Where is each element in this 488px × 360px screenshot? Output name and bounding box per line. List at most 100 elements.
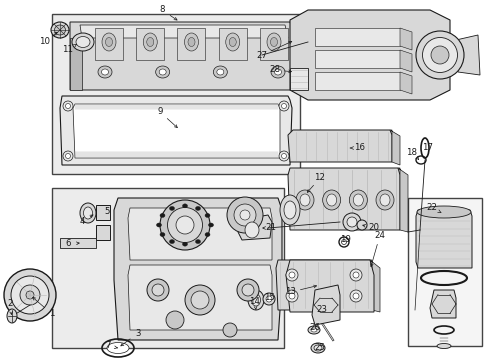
Ellipse shape [310, 328, 316, 332]
Polygon shape [260, 28, 287, 60]
Ellipse shape [237, 279, 259, 301]
Polygon shape [218, 28, 246, 60]
Polygon shape [429, 290, 455, 318]
Ellipse shape [187, 37, 195, 46]
Ellipse shape [265, 296, 271, 302]
Text: 16: 16 [354, 144, 365, 153]
Ellipse shape [416, 206, 470, 218]
Polygon shape [60, 238, 96, 248]
Ellipse shape [307, 326, 319, 334]
Polygon shape [415, 210, 471, 268]
Ellipse shape [167, 207, 202, 243]
Text: 26: 26 [309, 324, 320, 333]
Ellipse shape [280, 195, 299, 225]
Ellipse shape [105, 37, 112, 46]
Ellipse shape [281, 153, 286, 158]
Text: 13: 13 [285, 288, 296, 297]
Ellipse shape [65, 153, 70, 158]
Ellipse shape [160, 213, 164, 217]
Ellipse shape [349, 269, 361, 281]
Ellipse shape [225, 33, 239, 51]
Ellipse shape [65, 104, 70, 108]
Ellipse shape [80, 203, 96, 223]
Ellipse shape [284, 201, 295, 219]
Ellipse shape [244, 222, 259, 238]
Text: 5: 5 [104, 207, 109, 216]
Ellipse shape [98, 66, 112, 78]
Polygon shape [275, 260, 371, 310]
Ellipse shape [285, 269, 297, 281]
Ellipse shape [288, 293, 294, 299]
Ellipse shape [156, 223, 161, 227]
Polygon shape [314, 72, 399, 90]
Ellipse shape [51, 22, 69, 38]
Ellipse shape [270, 66, 285, 78]
Polygon shape [114, 198, 282, 340]
Ellipse shape [155, 66, 169, 78]
Polygon shape [289, 68, 307, 90]
Ellipse shape [270, 37, 277, 46]
Ellipse shape [20, 285, 40, 305]
Ellipse shape [279, 101, 288, 111]
Ellipse shape [63, 151, 73, 161]
Ellipse shape [213, 66, 227, 78]
Text: 19: 19 [339, 235, 350, 244]
Ellipse shape [356, 220, 366, 230]
Polygon shape [399, 72, 411, 94]
Polygon shape [70, 22, 294, 90]
Polygon shape [455, 35, 479, 75]
Text: 23: 23 [316, 306, 327, 315]
Polygon shape [287, 130, 391, 162]
Ellipse shape [76, 36, 90, 48]
Polygon shape [96, 205, 110, 220]
Ellipse shape [285, 290, 297, 302]
Ellipse shape [184, 285, 215, 315]
Ellipse shape [349, 290, 361, 302]
Ellipse shape [159, 69, 166, 75]
Ellipse shape [216, 69, 224, 75]
Ellipse shape [348, 190, 366, 210]
Polygon shape [96, 225, 110, 240]
Ellipse shape [375, 190, 393, 210]
Ellipse shape [352, 293, 358, 299]
Ellipse shape [184, 33, 198, 51]
Text: 20: 20 [368, 224, 379, 233]
Polygon shape [136, 28, 164, 60]
Text: 17: 17 [422, 144, 433, 153]
Polygon shape [399, 28, 411, 50]
Polygon shape [238, 215, 271, 240]
Text: 22: 22 [426, 203, 437, 212]
Polygon shape [80, 25, 287, 38]
Text: 11: 11 [62, 45, 73, 54]
Polygon shape [311, 285, 339, 325]
Polygon shape [177, 28, 205, 60]
Ellipse shape [313, 345, 321, 351]
Ellipse shape [182, 204, 187, 208]
Ellipse shape [195, 239, 200, 244]
Polygon shape [73, 104, 280, 158]
Ellipse shape [7, 309, 17, 323]
Text: 7: 7 [105, 342, 110, 351]
Ellipse shape [346, 217, 356, 227]
Text: 28: 28 [269, 66, 280, 75]
Ellipse shape [242, 284, 253, 296]
Ellipse shape [288, 272, 294, 278]
Ellipse shape [422, 37, 457, 72]
Ellipse shape [182, 242, 187, 246]
Ellipse shape [263, 293, 274, 305]
Ellipse shape [240, 210, 249, 220]
Ellipse shape [281, 104, 286, 108]
Ellipse shape [143, 33, 157, 51]
Polygon shape [287, 168, 399, 230]
Text: 1: 1 [49, 310, 55, 319]
Ellipse shape [436, 343, 450, 348]
Polygon shape [289, 10, 449, 100]
Ellipse shape [204, 233, 209, 237]
Ellipse shape [353, 194, 363, 206]
Ellipse shape [322, 190, 340, 210]
Ellipse shape [379, 194, 389, 206]
Text: 24: 24 [374, 230, 385, 239]
Ellipse shape [176, 216, 194, 234]
Polygon shape [128, 208, 271, 260]
Ellipse shape [415, 31, 463, 79]
